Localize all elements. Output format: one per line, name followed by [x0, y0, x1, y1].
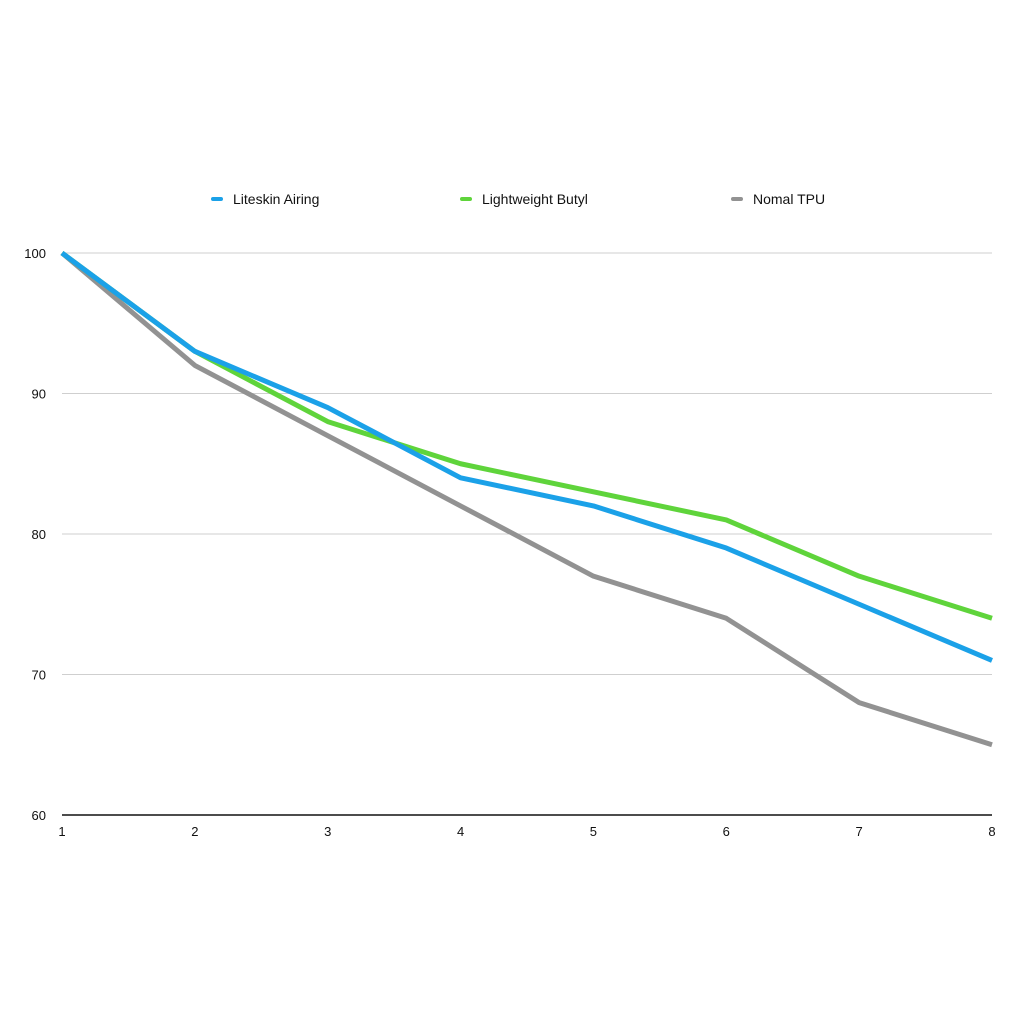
x-tick-label-1: 1	[58, 824, 65, 839]
chart-legend: Liteskin Airing Lightweight Butyl Nomal …	[0, 191, 1024, 211]
legend-item-nomal-tpu: Nomal TPU	[731, 191, 825, 207]
legend-label-nomal-tpu: Nomal TPU	[753, 191, 826, 207]
x-tick-label-3: 3	[324, 824, 331, 839]
x-tick-label-2: 2	[191, 824, 198, 839]
legend-item-lightweight-butyl: Lightweight Butyl	[460, 191, 588, 207]
series-line-nomal-tpu	[60, 251, 993, 748]
x-tick-label-7: 7	[856, 824, 863, 839]
x-tick-label-8: 8	[988, 824, 995, 839]
y-tick-label-80: 80	[32, 527, 46, 542]
legend-swatch-liteskin-airing	[211, 197, 223, 201]
y-tick-label-70: 70	[32, 668, 46, 683]
series-line-lightweight-butyl	[60, 250, 993, 621]
legend-swatch-nomal-tpu	[731, 197, 743, 201]
y-tick-label-90: 90	[32, 387, 46, 402]
legend-label-liteskin-airing: Liteskin Airing	[233, 191, 320, 207]
series-line-liteskin-airing	[60, 250, 993, 663]
x-tick-label-6: 6	[723, 824, 730, 839]
x-tick-label-5: 5	[590, 824, 597, 839]
legend-label-lightweight-butyl: Lightweight Butyl	[482, 191, 588, 207]
x-tick-label-4: 4	[457, 824, 464, 839]
y-tick-label-60: 60	[32, 808, 46, 823]
y-tick-label-100: 100	[24, 246, 46, 261]
legend-item-liteskin-airing: Liteskin Airing	[211, 191, 319, 207]
legend-swatch-lightweight-butyl	[460, 197, 472, 201]
